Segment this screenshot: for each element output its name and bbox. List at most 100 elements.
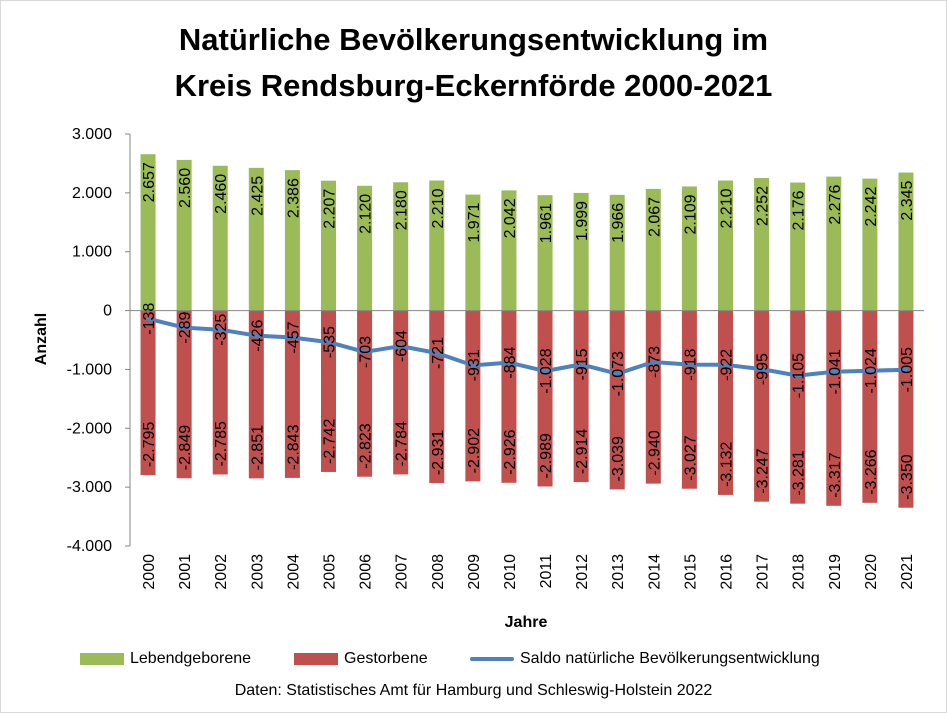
bar-lebendgeborene-2018: [790, 182, 806, 311]
data-label-gestorbene: -3.317: [827, 452, 844, 497]
data-label-saldo: -922: [719, 349, 736, 381]
x-tick-label: 2014: [646, 554, 663, 590]
bar-gestorbene-2014: [645, 310, 661, 484]
bar-lebendgeborene-2016: [718, 180, 733, 311]
data-label-saldo: -457: [285, 321, 302, 353]
bar-gestorbene-2001: [176, 310, 192, 479]
data-label-gestorbene: -2.843: [285, 424, 302, 469]
data-label-saldo: -325: [213, 314, 230, 346]
data-label-saldo: -1.024: [863, 348, 880, 393]
x-tick-label: 2013: [610, 554, 627, 590]
saldo-line: [146, 316, 908, 378]
bar-gestorbene-2017: [754, 310, 770, 502]
legend-item-gestorbene: Gestorbene: [294, 648, 428, 670]
bar-gestorbene-2009: [465, 310, 481, 482]
data-label-lebendgeborene: 2.109: [682, 194, 699, 234]
data-label-lebendgeborene: 2.176: [791, 190, 808, 230]
data-label-lebendgeborene: 2.067: [646, 197, 663, 237]
bar-gestorbene-2012: [573, 310, 589, 483]
bar-gestorbene-2018: [790, 310, 806, 504]
data-label-lebendgeborene: 1.966: [610, 203, 627, 243]
data-label-gestorbene: -3.266: [863, 449, 880, 494]
data-label-lebendgeborene: 2.207: [322, 189, 339, 229]
axes: [129, 134, 924, 546]
bar-lebendgeborene-2015: [681, 186, 697, 311]
data-label-lebendgeborene: 2.386: [285, 178, 302, 218]
y-tick-label: 0: [103, 303, 112, 320]
data-label-gestorbene: -2.940: [646, 430, 663, 475]
legend-item-lebendgeborene: Lebendgeborene: [80, 648, 251, 670]
bar-lebendgeborene-2006: [357, 185, 373, 311]
bar-lebendgeborene-2017: [754, 178, 770, 311]
data-label-gestorbene: -2.823: [358, 423, 375, 468]
data-label-lebendgeborene: 2.210: [430, 188, 447, 228]
data-label-saldo: -703: [358, 336, 375, 368]
data-label-gestorbene: -2.795: [141, 422, 158, 467]
data-labels: 2.657 -2.795 -138 2.560 -2.849 -289 2.460 -2.78…: [141, 162, 916, 500]
data-label-lebendgeborene: 2.276: [827, 185, 844, 225]
data-label-gestorbene: -2.849: [177, 425, 194, 470]
x-axis-ticks: 2000 2001 2002 2003 2004 2005 2006 2007 2008 2009…: [141, 554, 916, 590]
bar-lebendgeborene-2014: [645, 188, 661, 311]
chart-title-line2: Kreis Rendsburg-Eckernförde 2000-2021: [174, 68, 773, 103]
x-tick-label: 2015: [682, 554, 699, 590]
data-label-gestorbene: -2.902: [466, 428, 483, 473]
data-label-saldo: -915: [574, 348, 591, 380]
data-label-saldo: -884: [502, 346, 519, 378]
x-tick-label: 2021: [899, 554, 916, 590]
y-tick-label: -2.000: [67, 420, 112, 437]
x-tick-label: 2012: [574, 554, 591, 590]
x-tick-label: 2005: [322, 554, 339, 590]
bar-lebendgeborene-2011: [537, 195, 553, 311]
x-tick-label: 2004: [285, 554, 302, 590]
bar-lebendgeborene-2012: [573, 192, 589, 311]
y-tick-label: -3.000: [67, 479, 112, 496]
data-label-saldo: -426: [249, 320, 266, 352]
data-label-gestorbene: -2.926: [502, 429, 519, 474]
x-tick-label: 2018: [791, 554, 808, 590]
data-label-gestorbene: -2.785: [213, 421, 230, 466]
bar-lebendgeborene-2003: [248, 167, 264, 311]
bar-lebendgeborene-2013: [609, 194, 625, 311]
bar-gestorbene-2021: [898, 310, 914, 508]
data-label-lebendgeborene: 2.120: [358, 194, 375, 234]
data-label-gestorbene: -2.851: [249, 425, 266, 470]
bar-gestorbene-2010: [501, 310, 517, 483]
data-label-lebendgeborene: 2.180: [394, 190, 411, 230]
data-label-gestorbene: -2.989: [538, 433, 555, 478]
data-label-saldo: -918: [682, 348, 699, 380]
legend-label-gestorbene: Gestorbene: [344, 650, 428, 667]
bar-lebendgeborene-2007: [393, 182, 409, 311]
data-label-gestorbene: -2.931: [430, 430, 447, 475]
data-label-gestorbene: -2.914: [574, 429, 591, 474]
bar-gestorbene-2016: [718, 310, 733, 495]
legend-label-lebendgeborene: Lebendgeborene: [130, 650, 252, 667]
x-tick-label: 2001: [177, 554, 194, 590]
data-label-saldo: -873: [646, 346, 663, 378]
legend-item-saldo: Saldo natürliche Bevölkerungsentwicklung: [470, 648, 820, 670]
bar-lebendgeborene-2010: [501, 190, 517, 311]
data-label-saldo: -995: [755, 353, 772, 385]
legend-label-saldo: Saldo natürliche Bevölkerungsentwicklung: [520, 650, 820, 667]
bar-gestorbene-2004: [284, 310, 300, 478]
data-label-lebendgeborene: 2.210: [719, 188, 736, 228]
data-label-gestorbene: -3.350: [899, 454, 916, 499]
bar-gestorbene-2015: [681, 310, 697, 489]
data-label-lebendgeborene: 2.657: [141, 162, 158, 202]
legend: Lebendgeborene Gestorbene Saldo natürlic…: [0, 648, 947, 670]
bar-gestorbene-2005: [321, 310, 336, 472]
data-label-lebendgeborene: 1.999: [574, 201, 591, 241]
y-axis-title: Anzahl: [33, 313, 50, 365]
data-label-lebendgeborene: 1.961: [538, 203, 555, 243]
data-label-gestorbene: -3.039: [610, 436, 627, 481]
bar-lebendgeborene-2021: [898, 172, 914, 311]
x-tick-label: 2011: [538, 554, 555, 589]
data-label-saldo: -604: [394, 330, 411, 362]
x-tick-label: 2003: [249, 554, 266, 590]
y-axis-ticks: 3.000 2.000 1.000 0 -1.000 -2.000 -3.000 -4.000: [67, 126, 130, 555]
x-tick-label: 2002: [213, 554, 230, 590]
x-tick-label: 2016: [719, 554, 736, 590]
x-tick-label: 2019: [827, 554, 844, 590]
data-label-lebendgeborene: 2.425: [249, 176, 266, 216]
